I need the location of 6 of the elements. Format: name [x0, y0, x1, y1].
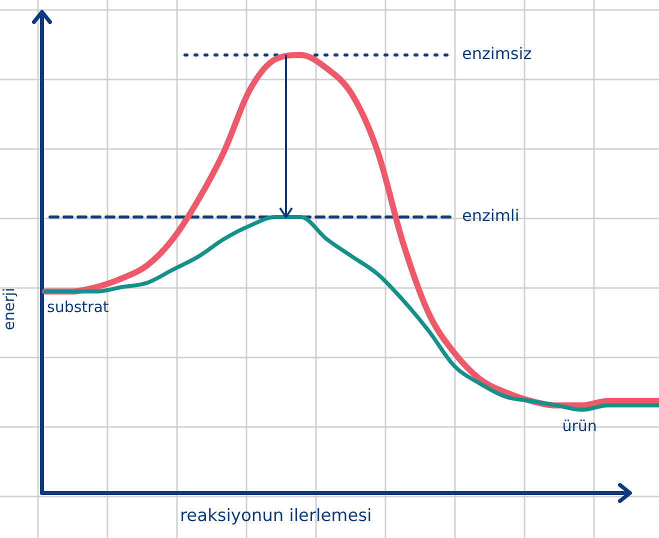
y-axis-title: enerji: [0, 288, 18, 330]
ref-line-label: enzimli: [462, 206, 520, 226]
annotation: substrat: [47, 298, 109, 316]
ref-line-label: enzimsiz: [462, 44, 532, 64]
x-axis-title: reaksiyonun ilerlemesi: [180, 506, 372, 526]
annotation: ürün: [562, 417, 597, 436]
